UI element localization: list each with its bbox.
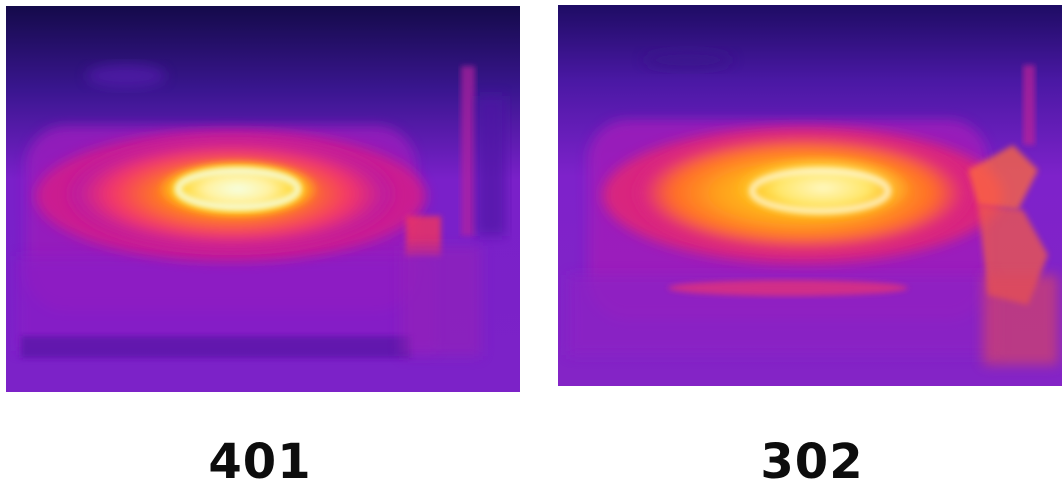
thermal-image-302 [558, 5, 1062, 386]
sample-label-401: 401 [208, 434, 312, 490]
sample-label-302: 302 [760, 434, 864, 490]
thermal-image-401 [6, 6, 520, 392]
